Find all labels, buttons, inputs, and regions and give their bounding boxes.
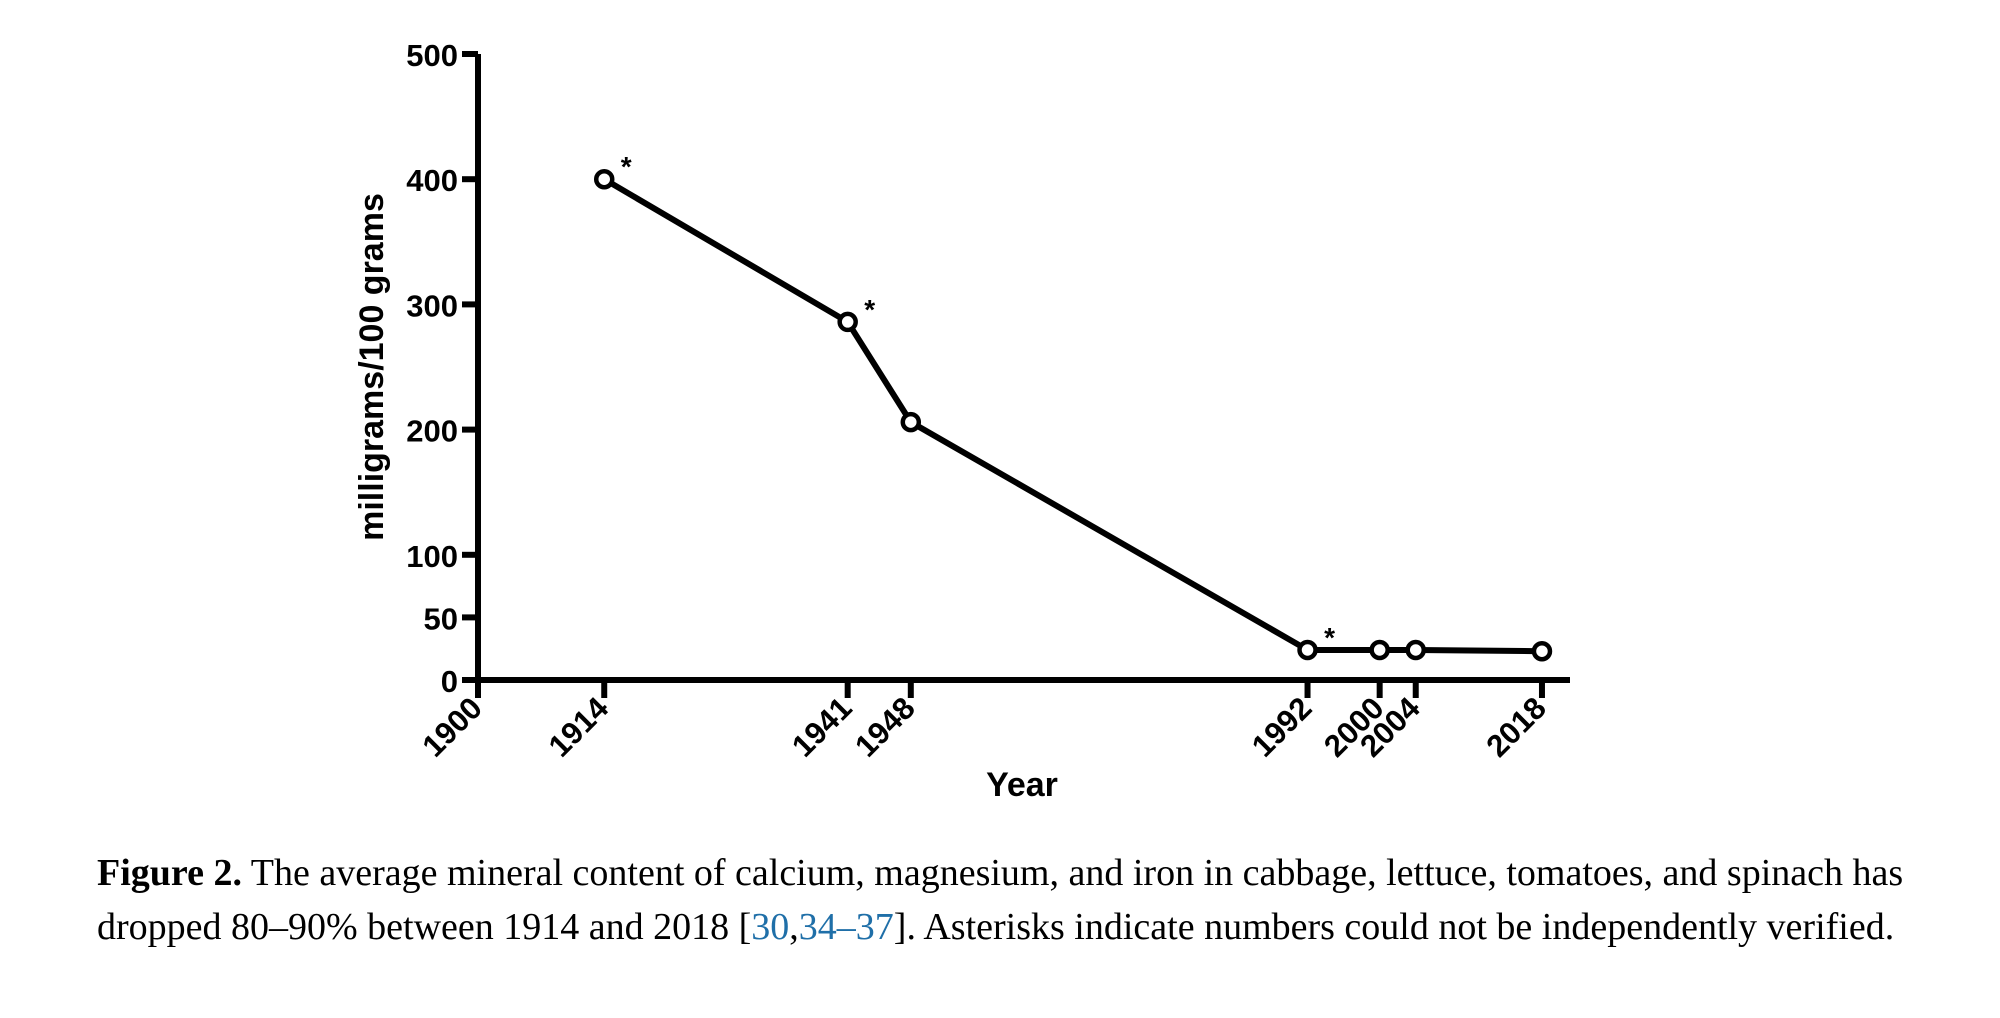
x-tick-label: 1941 (785, 690, 859, 764)
x-axis-label: Year (986, 766, 1058, 804)
reference-link-37[interactable]: 37 (855, 906, 894, 948)
y-axis-label: milligrams/100 grams (353, 193, 391, 541)
y-axis-ticks: 0 50 100 200 300 400 500 (406, 38, 478, 699)
data-series: * * * (593, 151, 1553, 662)
figure-caption: Figure 2. The average mineral content of… (97, 846, 1917, 954)
asterisk-annotation: * (1324, 622, 1335, 653)
y-tick-label: 0 (441, 664, 458, 699)
data-point-marker (1405, 639, 1426, 661)
chart-axes (475, 54, 1570, 683)
reference-link-34[interactable]: 34 (798, 906, 837, 948)
y-tick-label: 100 (406, 539, 458, 574)
series-line (602, 176, 1542, 655)
data-point-marker (837, 311, 858, 333)
reference-link-30[interactable]: 30 (751, 906, 790, 948)
asterisk-annotation: * (621, 151, 632, 182)
y-tick-label: 400 (406, 163, 458, 198)
asterisk-annotation: * (864, 294, 875, 325)
y-tick-label: 300 (406, 288, 458, 323)
figure-label: Figure 2. (97, 852, 242, 894)
data-point-marker (1297, 639, 1318, 661)
y-tick-label: 500 (406, 38, 458, 73)
caption-ref-separator: , (789, 906, 799, 948)
data-point-marker (900, 411, 922, 433)
x-tick-label: 1914 (542, 690, 616, 764)
data-point-marker (1369, 639, 1390, 661)
caption-text-end: ]. Asterisks indicate numbers could not … (893, 906, 1895, 948)
x-tick-label: 1992 (1245, 690, 1319, 764)
x-tick-label: 1948 (848, 690, 922, 764)
x-tick-label: 2018 (1479, 690, 1553, 764)
caption-ref-range-dash: – (836, 906, 856, 948)
x-tick-label: 1900 (415, 690, 489, 764)
y-tick-label: 200 (406, 414, 458, 449)
data-point-marker (593, 168, 615, 190)
caption-text: The average mineral content of calcium, … (97, 852, 1904, 948)
data-point-marker (1531, 640, 1553, 662)
y-tick-label: 50 (424, 601, 458, 636)
